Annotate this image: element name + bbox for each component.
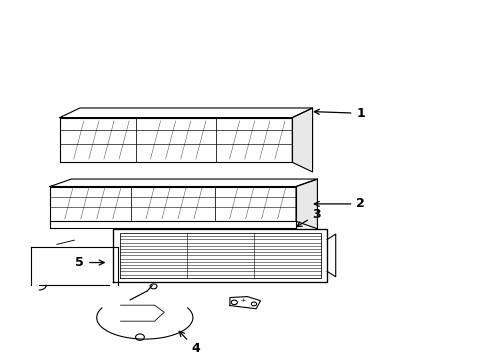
Text: 5: 5 — [75, 256, 104, 269]
Polygon shape — [292, 108, 312, 172]
Polygon shape — [60, 118, 292, 162]
Polygon shape — [295, 179, 317, 229]
Polygon shape — [50, 186, 295, 221]
Text: 1: 1 — [314, 107, 365, 120]
Polygon shape — [60, 108, 312, 118]
Text: 3: 3 — [296, 208, 321, 227]
Polygon shape — [229, 297, 260, 309]
Polygon shape — [113, 229, 326, 282]
Text: 4: 4 — [179, 331, 200, 355]
Polygon shape — [50, 179, 317, 186]
Text: 2: 2 — [314, 197, 365, 210]
